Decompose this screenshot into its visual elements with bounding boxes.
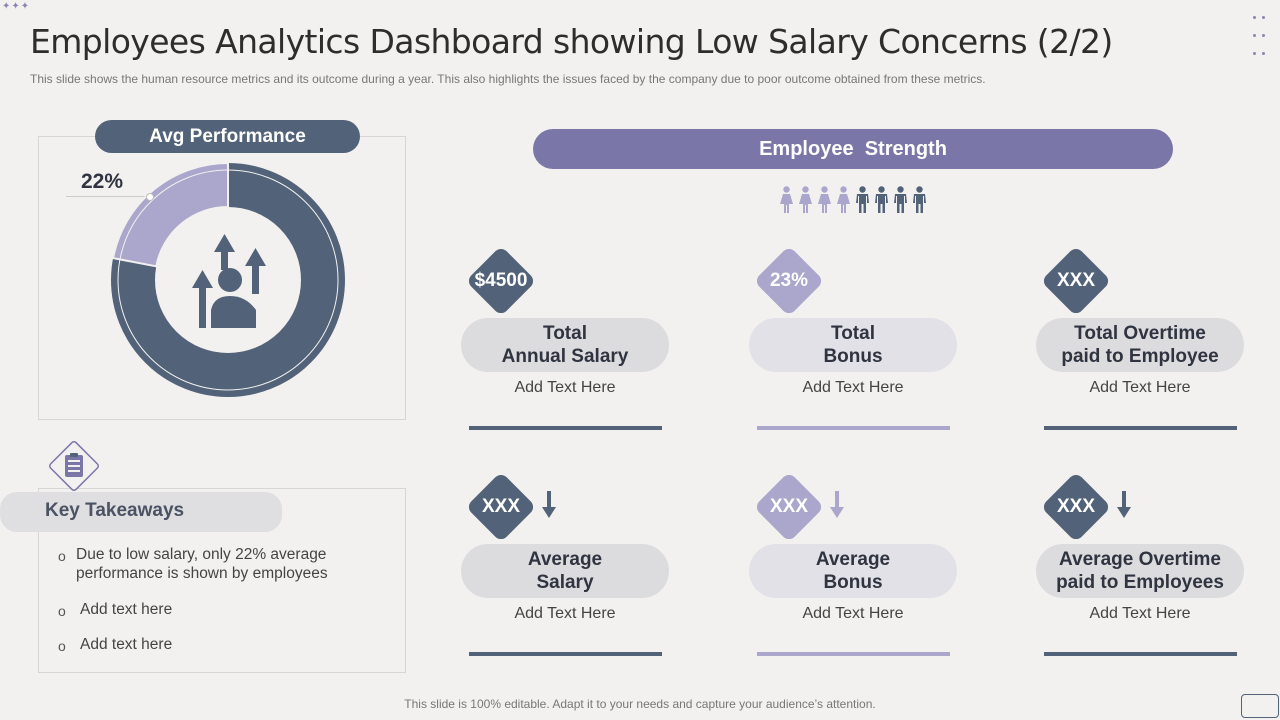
takeaway-bullet: o	[58, 638, 66, 654]
metric-label-line2: Salary	[536, 572, 594, 593]
metric-label-line2: paid to Employees	[1056, 572, 1224, 593]
metric-label-pill: Average Overtime paid to Employees	[1036, 544, 1244, 598]
decorative-dots-icon: ✦✦✦	[2, 1, 31, 12]
metric-card: 23% Total Bonus Add Text Here	[749, 245, 969, 435]
male-person-icon	[854, 186, 871, 216]
page-title: Employees Analytics Dashboard showing Lo…	[30, 22, 1113, 61]
metric-underline	[757, 426, 950, 430]
avg-performance-label: Avg Performance	[95, 120, 360, 153]
takeaway-bullet: o	[58, 603, 66, 619]
metric-underline	[757, 652, 950, 656]
metric-label-line2: paid to Employee	[1061, 346, 1219, 367]
slide-nav-box[interactable]	[1241, 694, 1279, 718]
metric-label-line1: Total	[831, 323, 875, 344]
metric-label-line1: Total	[543, 323, 587, 344]
female-person-icon	[816, 186, 833, 216]
metric-label-pill: Average Salary	[461, 544, 669, 598]
male-person-icon	[873, 186, 890, 216]
metric-description: Add Text Here	[514, 379, 616, 396]
grid-dots-icon	[1250, 8, 1270, 62]
down-arrow-icon	[829, 491, 845, 524]
performance-percent-label: 22%	[81, 170, 124, 193]
down-arrow-icon	[1116, 491, 1132, 524]
female-person-icon	[835, 186, 852, 216]
metric-underline	[469, 652, 662, 656]
metric-card: $4500 Total Annual Salary Add Text Here	[461, 245, 681, 435]
metric-label-line1: Average	[527, 549, 603, 570]
metric-description: Add Text Here	[1089, 605, 1191, 622]
metric-label-line1: Average Overtime	[1059, 549, 1221, 570]
leader-dot	[146, 193, 154, 201]
metric-label-pill: Total Bonus	[749, 318, 957, 372]
employee-strength-people	[778, 186, 928, 216]
metric-underline	[469, 426, 662, 430]
metric-description: Add Text Here	[802, 379, 904, 396]
percent-leader-line	[66, 196, 150, 197]
key-takeaways-label: Key Takeaways	[0, 492, 282, 532]
male-person-icon	[911, 186, 928, 216]
metric-value: XXX	[481, 496, 521, 517]
metric-value: XXX	[769, 496, 809, 517]
metric-description: Add Text Here	[802, 605, 904, 622]
metric-label-pill: Total Annual Salary	[461, 318, 669, 372]
metric-description: Add Text Here	[1089, 379, 1191, 396]
donut-inner-ring-line	[117, 169, 339, 391]
metric-label-pill: Total Overtime paid to Employee	[1036, 318, 1244, 372]
metric-label-line1: Average	[815, 549, 891, 570]
male-person-icon	[892, 186, 909, 216]
takeaway-bullet: o	[58, 548, 66, 564]
metric-value: XXX	[1056, 496, 1096, 517]
metric-value: 23%	[769, 270, 809, 291]
metric-label-line2: Annual Salary	[501, 346, 629, 367]
metric-underline	[1044, 426, 1237, 430]
takeaway-item-3: Add text here	[80, 636, 173, 653]
metric-value: XXX	[1056, 270, 1096, 291]
metric-label-line1: Total Overtime	[1074, 323, 1206, 344]
takeaway-item-1: Due to low salary, only 22% average perf…	[76, 546, 328, 582]
page-subtitle: This slide shows the human resource metr…	[30, 72, 986, 86]
metric-description: Add Text Here	[514, 605, 616, 622]
employee-strength-label: Employee Strength	[533, 129, 1173, 169]
metric-card: XXX Average Bonus Add Text Here	[749, 471, 969, 661]
metric-underline	[1044, 652, 1237, 656]
donut-performance-segment	[111, 161, 229, 268]
metric-card: XXX Average Overtime paid to Employees Add …	[1036, 471, 1256, 661]
female-person-icon	[778, 186, 795, 216]
metric-label-line2: Bonus	[823, 572, 883, 593]
metric-card: XXX Average Salary Add Text Here	[461, 471, 681, 661]
metric-card: XXX Total Overtime paid to Employee Add Tex…	[1036, 245, 1256, 435]
footer-note: This slide is 100% editable. Adapt it to…	[404, 697, 876, 711]
metric-label-line2: Bonus	[823, 346, 883, 367]
takeaway-item-2: Add text here	[80, 601, 173, 618]
clipboard-icon	[47, 439, 101, 493]
metric-label-pill: Average Bonus	[749, 544, 957, 598]
performance-donut-chart	[111, 161, 345, 397]
employee-growth-icon	[192, 234, 266, 328]
metric-value: $4500	[474, 270, 528, 291]
down-arrow-icon	[541, 491, 557, 524]
female-person-icon	[797, 186, 814, 216]
